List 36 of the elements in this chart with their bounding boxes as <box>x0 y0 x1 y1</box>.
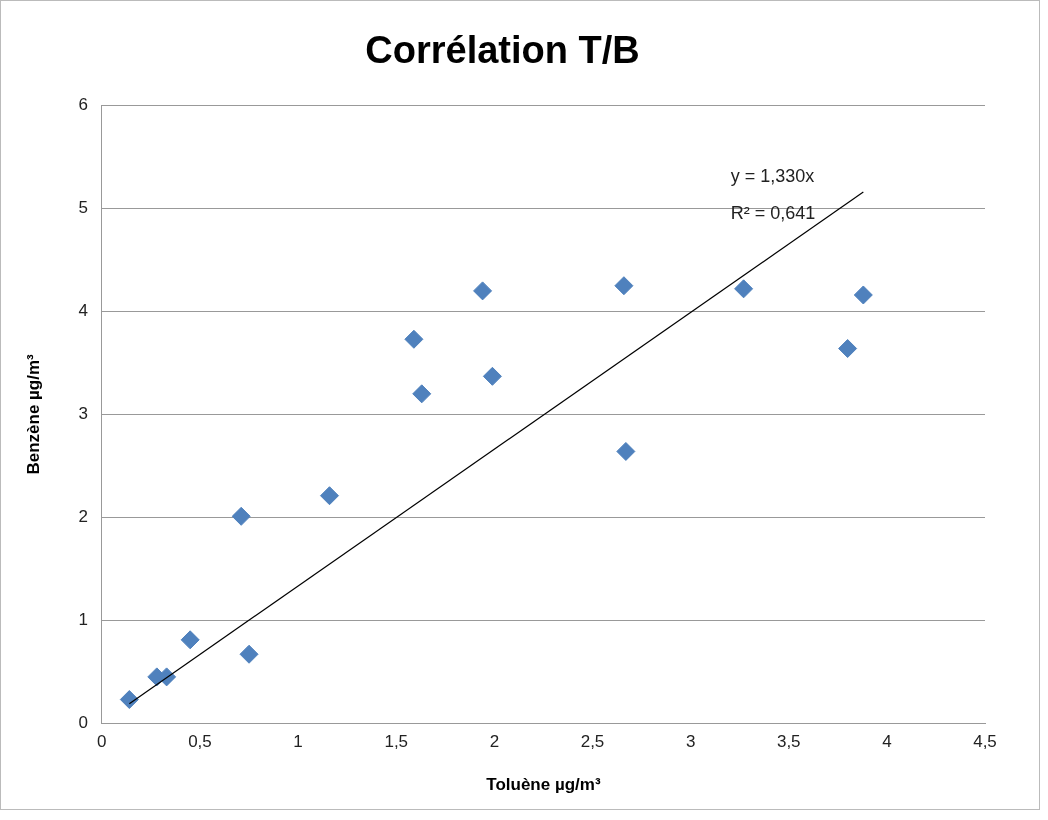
y-tick-label: 3 <box>78 404 88 424</box>
point <box>239 644 259 664</box>
point <box>231 506 251 526</box>
point <box>473 281 493 301</box>
annotation: y = 1,330x <box>730 165 815 186</box>
y-axis-title: Benzène µg/m³ <box>23 353 43 475</box>
point <box>412 384 432 404</box>
x-axis-title: Toluène µg/m³ <box>486 775 601 795</box>
point <box>853 285 873 305</box>
y-tick-label: 4 <box>78 301 88 321</box>
annotation: R² = 0,641 <box>730 202 816 223</box>
x-tick-label: 1 <box>293 732 303 752</box>
x-tick-label: 4 <box>882 732 892 752</box>
x-tick-label: 3 <box>685 732 696 752</box>
point <box>404 329 424 349</box>
y-tick-label: 5 <box>78 198 88 218</box>
y-tick-label: 6 <box>78 95 88 115</box>
x-tick-label: 2 <box>489 732 500 752</box>
y-tick-label: 0 <box>78 712 88 732</box>
x-tick-label: 3,5 <box>776 732 801 752</box>
chart-title: Corrélation T/B <box>365 29 640 72</box>
x-tick-label: 0 <box>97 732 107 752</box>
x-tick-label: 1,5 <box>384 732 409 752</box>
point <box>614 276 634 296</box>
point <box>482 366 502 386</box>
x-tick-label: 0,5 <box>188 732 212 752</box>
point <box>119 690 139 710</box>
x-tick-label: 2,5 <box>580 732 605 752</box>
y-tick-label: 2 <box>78 507 88 527</box>
point <box>838 339 858 359</box>
x-tick-label: 4,5 <box>973 732 997 752</box>
point <box>734 279 754 299</box>
y-tick-label: 1 <box>78 609 88 629</box>
point <box>320 486 340 506</box>
point <box>616 441 636 461</box>
point <box>180 630 200 650</box>
